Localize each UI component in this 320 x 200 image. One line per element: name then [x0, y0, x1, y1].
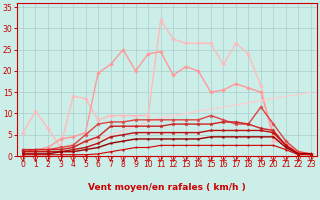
X-axis label: Vent moyen/en rafales ( km/h ): Vent moyen/en rafales ( km/h )	[88, 183, 246, 192]
